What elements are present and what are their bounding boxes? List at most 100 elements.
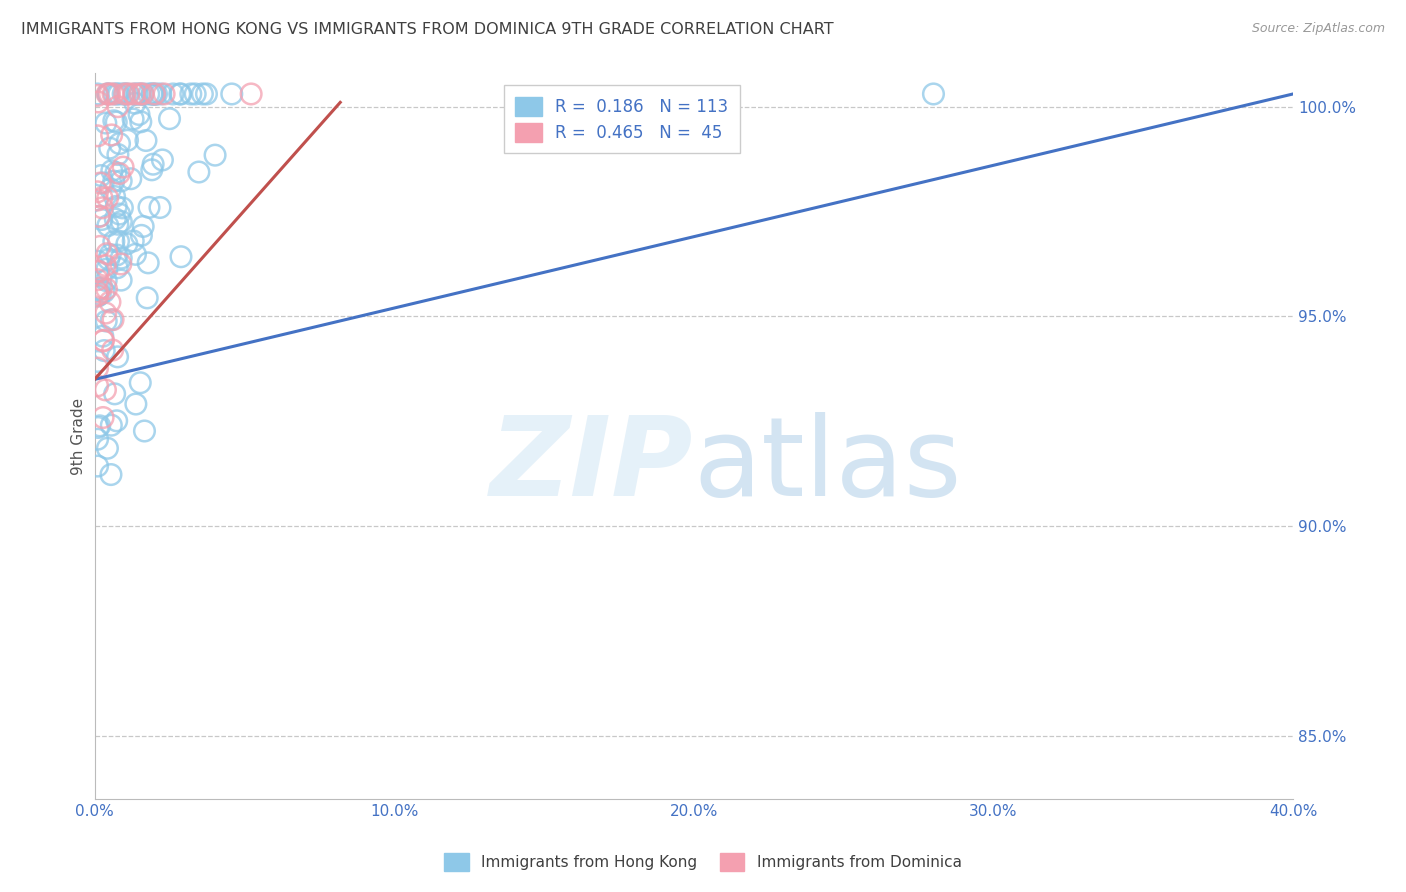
Point xyxy=(105,115,128,129)
Point xyxy=(122,112,145,126)
Point xyxy=(169,87,191,101)
Point xyxy=(101,163,124,178)
Point xyxy=(132,219,155,234)
Point xyxy=(89,210,111,224)
Point xyxy=(240,87,263,101)
Point xyxy=(86,458,108,473)
Point xyxy=(107,234,129,248)
Point xyxy=(103,113,125,128)
Point xyxy=(86,379,108,393)
Point xyxy=(89,209,111,223)
Point xyxy=(87,264,110,278)
Point xyxy=(91,201,114,215)
Point xyxy=(135,134,157,148)
Point xyxy=(100,182,122,196)
Text: ZIP: ZIP xyxy=(491,411,693,518)
Point xyxy=(145,87,167,101)
Point xyxy=(204,148,226,162)
Point xyxy=(104,211,127,226)
Point xyxy=(97,252,120,267)
Point xyxy=(91,334,114,348)
Point xyxy=(98,141,121,155)
Point xyxy=(89,418,111,433)
Point xyxy=(86,288,108,302)
Point xyxy=(97,191,120,205)
Point xyxy=(86,254,108,268)
Point xyxy=(105,260,128,275)
Point xyxy=(124,247,146,261)
Point xyxy=(98,87,121,101)
Point xyxy=(141,87,163,101)
Point xyxy=(112,87,135,101)
Point xyxy=(91,334,114,348)
Point xyxy=(136,291,159,305)
Point xyxy=(143,87,166,102)
Point xyxy=(104,166,127,180)
Point xyxy=(124,87,146,101)
Point xyxy=(107,100,129,114)
Point xyxy=(114,87,136,101)
Point xyxy=(131,228,153,243)
Point xyxy=(89,176,111,190)
Point xyxy=(96,87,118,101)
Point xyxy=(86,128,108,143)
Point xyxy=(86,87,108,101)
Point xyxy=(97,87,120,101)
Point xyxy=(134,424,156,438)
Point xyxy=(94,306,117,320)
Point xyxy=(86,354,108,368)
Point xyxy=(110,251,132,265)
Point xyxy=(107,217,129,231)
Point xyxy=(117,133,139,147)
Point xyxy=(91,176,114,190)
Point xyxy=(100,467,122,482)
Point xyxy=(159,112,181,126)
Point xyxy=(112,160,135,174)
Point xyxy=(86,264,108,278)
Point xyxy=(117,87,139,101)
Point xyxy=(105,199,128,213)
Point xyxy=(96,314,118,328)
Point xyxy=(101,87,124,101)
Point xyxy=(94,259,117,273)
Y-axis label: 9th Grade: 9th Grade xyxy=(72,398,86,475)
Point xyxy=(162,87,184,101)
Point xyxy=(152,153,174,167)
Text: atlas: atlas xyxy=(693,411,962,518)
Point xyxy=(187,165,209,179)
Point xyxy=(114,87,136,101)
Point xyxy=(101,343,124,357)
Point xyxy=(122,234,145,248)
Point xyxy=(100,313,122,327)
Point xyxy=(143,87,166,101)
Point xyxy=(170,87,193,101)
Point xyxy=(96,274,118,288)
Point xyxy=(129,376,152,390)
Point xyxy=(90,191,112,205)
Point xyxy=(142,157,165,171)
Point xyxy=(96,282,118,296)
Point xyxy=(122,87,145,101)
Point xyxy=(103,174,125,188)
Point xyxy=(129,87,152,101)
Legend: R =  0.186   N = 113, R =  0.465   N =  45: R = 0.186 N = 113, R = 0.465 N = 45 xyxy=(503,85,740,153)
Point xyxy=(90,169,112,183)
Point xyxy=(105,248,128,262)
Point xyxy=(93,343,115,358)
Point xyxy=(108,167,131,181)
Point xyxy=(100,418,122,433)
Point xyxy=(94,383,117,397)
Point xyxy=(141,87,163,101)
Point xyxy=(127,87,149,101)
Point xyxy=(103,87,125,101)
Legend: Immigrants from Hong Kong, Immigrants from Dominica: Immigrants from Hong Kong, Immigrants fr… xyxy=(439,847,967,877)
Point xyxy=(149,201,172,215)
Point xyxy=(153,87,176,101)
Point xyxy=(96,262,118,277)
Point xyxy=(93,285,115,299)
Point xyxy=(89,239,111,253)
Point xyxy=(110,257,132,271)
Point xyxy=(922,87,945,101)
Point xyxy=(221,87,243,101)
Point xyxy=(125,397,148,411)
